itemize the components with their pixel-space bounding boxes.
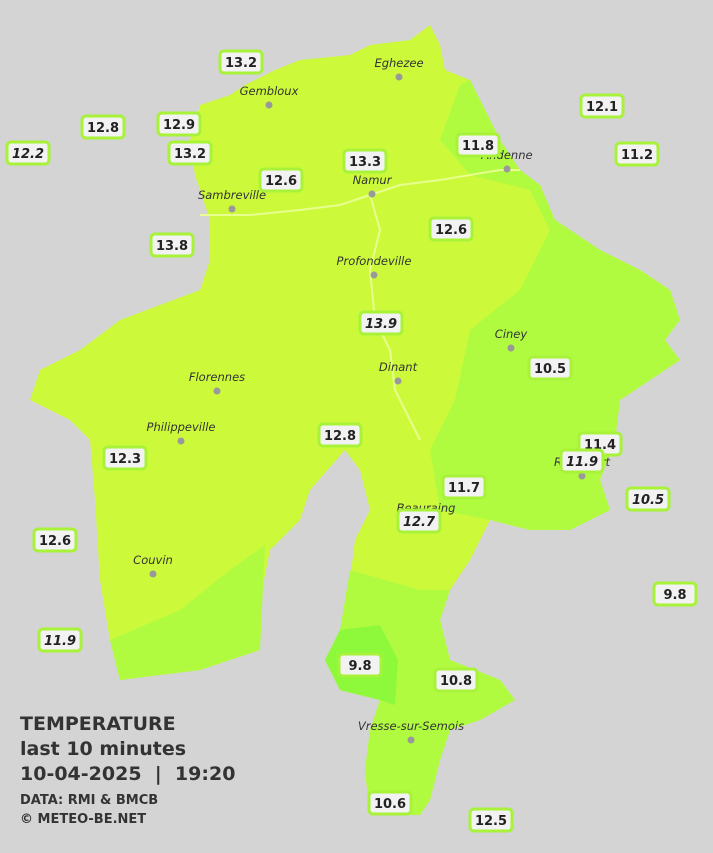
station-value: 12.6 — [265, 174, 297, 189]
station-box — [396, 508, 442, 534]
legend-title: TEMPERATURE — [20, 713, 176, 735]
city-name: Namur — [353, 173, 393, 187]
station-box — [102, 445, 148, 471]
warm-zone — [110, 545, 265, 680]
city-dot — [370, 271, 378, 279]
station-value: 10.6 — [374, 797, 406, 812]
station-box — [559, 448, 605, 474]
station-box — [455, 132, 501, 158]
station-value: 10.5 — [534, 362, 566, 377]
station-box — [149, 232, 195, 258]
station-value: 13.3 — [349, 155, 381, 170]
river — [200, 169, 520, 216]
city-name: Profondeville — [337, 254, 412, 268]
station-box — [579, 93, 625, 119]
station-box — [258, 167, 304, 193]
station-value: 12.8 — [324, 429, 356, 444]
city-name: Philippeville — [147, 420, 216, 434]
station-value: 12.2 — [12, 147, 44, 162]
station-box — [218, 49, 264, 75]
city-name: Gembloux — [240, 84, 299, 98]
city-name: Florennes — [189, 370, 245, 384]
station-value: 12.3 — [109, 452, 141, 467]
station-value: 12.9 — [163, 118, 195, 133]
station-box — [167, 140, 213, 166]
legend-copyright: © METEO-BE.NET — [20, 812, 146, 827]
station-box — [614, 141, 660, 167]
station-box — [156, 111, 202, 137]
station-box — [441, 474, 487, 500]
city-dot — [265, 101, 273, 109]
station-value: 9.8 — [663, 588, 686, 603]
station-box — [32, 527, 78, 553]
legend-source: DATA: RMI & BMCB — [20, 793, 158, 808]
city-name: Sambreville — [198, 188, 266, 202]
station-box — [367, 790, 413, 816]
station-value: 10.5 — [632, 493, 664, 508]
station-box — [358, 310, 404, 336]
station-value: 12.6 — [435, 223, 467, 238]
station-value: 12.7 — [403, 515, 436, 530]
city-dot — [394, 377, 402, 385]
station-value: 13.2 — [225, 56, 257, 71]
station-box — [37, 627, 83, 653]
station-value: 12.1 — [586, 100, 618, 115]
station-box — [433, 667, 479, 693]
city-dot — [503, 165, 511, 173]
station-value: 12.5 — [475, 814, 507, 829]
station-box — [342, 148, 388, 174]
station-box — [625, 486, 671, 512]
city-dot — [368, 190, 376, 198]
station-value: 12.8 — [87, 121, 119, 136]
station-box — [317, 422, 363, 448]
city-dot — [177, 437, 185, 445]
city-name: Dinant — [379, 360, 418, 374]
city-name: Eghezee — [374, 56, 423, 70]
station-value: 10.8 — [440, 674, 472, 689]
station-value: 11.2 — [621, 148, 653, 163]
city-dot — [407, 736, 415, 744]
station-value: 12.6 — [39, 534, 71, 549]
station-value: 13.8 — [156, 239, 188, 254]
city-dot — [578, 472, 586, 480]
city-name: Couvin — [133, 553, 173, 567]
city-name: Ciney — [495, 327, 528, 341]
station-box — [468, 807, 514, 833]
legend-datetime: 10-04-2025 | 19:20 — [20, 763, 235, 785]
station-value: 11.9 — [44, 634, 76, 649]
station-box — [5, 140, 51, 166]
city-dot — [507, 344, 515, 352]
station-box — [80, 114, 126, 140]
city-dot — [228, 205, 236, 213]
city-dot — [149, 570, 157, 578]
station-box — [527, 355, 573, 381]
station-value: 9.8 — [348, 659, 371, 674]
station-box — [428, 216, 474, 242]
station-value: 13.9 — [365, 317, 397, 332]
station-value: 11.8 — [462, 139, 494, 154]
legend-subtitle: last 10 minutes — [20, 738, 186, 760]
station-box — [652, 581, 698, 607]
city-name: Vresse-sur-Semois — [358, 719, 464, 733]
station-value: 13.2 — [174, 147, 206, 162]
warm-zone — [430, 80, 680, 530]
station-value: 11.7 — [448, 481, 480, 496]
station-box — [337, 652, 383, 678]
station-value: 11.9 — [566, 455, 598, 470]
city-dot — [213, 387, 221, 395]
city-dot — [395, 73, 403, 81]
